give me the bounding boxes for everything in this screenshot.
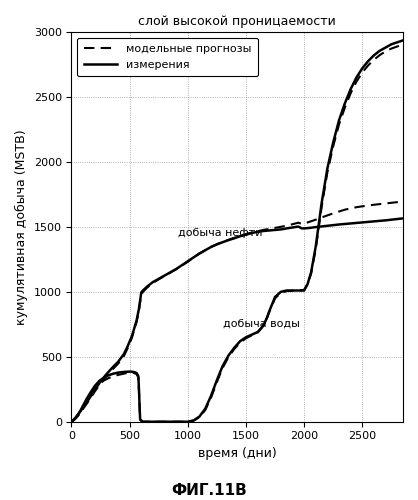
X-axis label: время (дни): время (дни): [198, 447, 277, 460]
Y-axis label: кумулятивная добыча (MSTB): кумулятивная добыча (MSTB): [15, 129, 28, 324]
Text: ФИГ.11В: ФИГ.11В: [171, 483, 247, 498]
Text: добыча воды: добыча воды: [223, 319, 300, 329]
Legend: модельные прогнозы, измерения: модельные прогнозы, измерения: [77, 38, 258, 76]
Text: добыча нефти: добыча нефти: [178, 228, 263, 238]
Title: слой высокой проницаемости: слой высокой проницаемости: [138, 15, 336, 28]
